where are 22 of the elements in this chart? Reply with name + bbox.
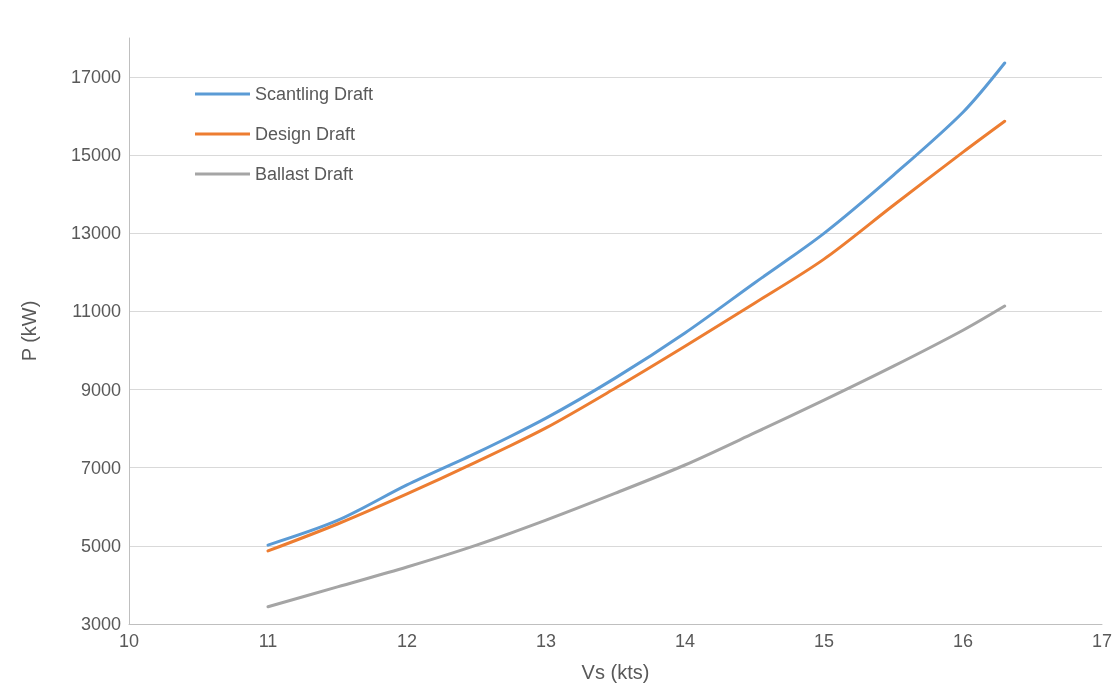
- x-tick-label: 13: [535, 631, 557, 651]
- y-tick-label: 17000: [70, 67, 121, 88]
- y-tick-label: 13000: [70, 223, 121, 244]
- legend-label: Design Draft: [255, 124, 356, 144]
- y-tick-label: 11000: [72, 301, 121, 322]
- y-tick-label: 7000: [80, 457, 121, 478]
- line-series: [266, 304, 1007, 609]
- x-tick-label: 15: [813, 631, 835, 651]
- x-tick-label: 11: [258, 631, 278, 651]
- x-tick-label: 17: [1091, 631, 1112, 651]
- y-axis-title: P (kW): [18, 300, 40, 362]
- y-tick-label: 15000: [70, 145, 121, 166]
- x-tick-label: 12: [396, 631, 418, 651]
- legend-label: Scantling Draft: [255, 84, 374, 104]
- y-tick-label: 3000: [80, 614, 121, 634]
- y-tick-label: 5000: [80, 535, 121, 556]
- y-tick-label: 9000: [80, 379, 121, 400]
- x-tick-label: 10: [118, 631, 140, 651]
- legend-label: Ballast Draft: [255, 164, 354, 184]
- x-tick-label: 16: [952, 631, 974, 651]
- x-axis-title: Vs (kts): [581, 661, 650, 683]
- x-tick-label: 14: [674, 631, 696, 651]
